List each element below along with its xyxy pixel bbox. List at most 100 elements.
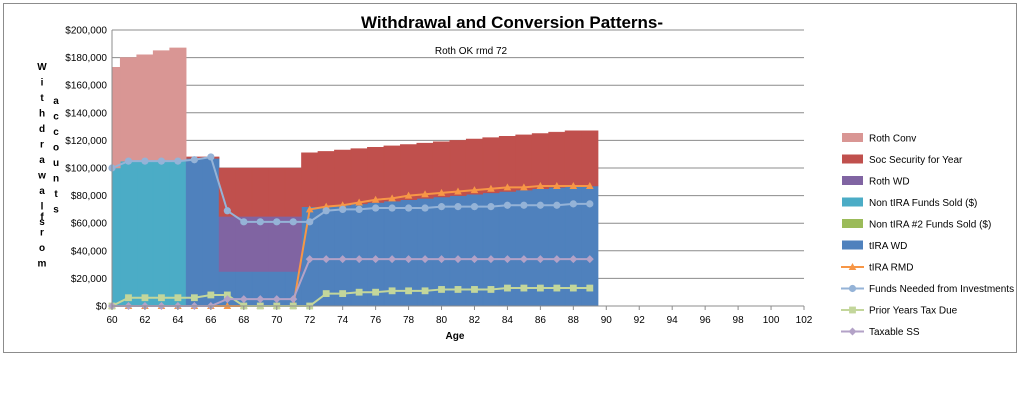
x-tick-label: 64 — [172, 315, 184, 326]
y-axis-label-letter: s — [53, 205, 59, 216]
point-prior-years-tax-due — [405, 287, 412, 295]
point-funds-needed-from-investments — [157, 157, 166, 165]
y-tick-label: $200,000 — [65, 26, 107, 37]
legend-swatch — [842, 133, 863, 142]
x-tick-labels: 60 62 64 66 68 70 72 74 76 78 80 82 84 86 88 90 92 94 96 98… — [106, 306, 813, 326]
x-tick-label: 98 — [733, 315, 745, 326]
point-prior-years-tax-due — [388, 287, 396, 295]
point-prior-years-tax-due — [520, 284, 528, 292]
y-axis-label-letter: m — [38, 259, 47, 270]
point-funds-needed-from-investments — [289, 218, 297, 226]
point-funds-needed-from-investments — [404, 204, 413, 212]
legend-entry: Funds Needed from Investments — [869, 284, 1014, 295]
x-tick-label: 68 — [238, 315, 250, 326]
y-tick-labels: $0 $20,000 $40,000 $60,000 $80,000 $100,000 $1… — [65, 26, 107, 313]
y-axis-label-letter: a — [39, 155, 45, 166]
x-tick-label: 102 — [796, 315, 813, 326]
point-prior-years-tax-due — [190, 294, 198, 302]
y-axis-label-letter: o — [53, 143, 59, 154]
point-tira-rmd — [487, 184, 495, 192]
legend-swatch — [842, 219, 863, 228]
y-axis-label-letter: i — [41, 78, 44, 89]
point-tira-rmd — [569, 181, 578, 189]
point-prior-years-tax-due — [174, 294, 182, 302]
x-tick-label: 70 — [271, 315, 283, 326]
legend-entry: tIRA WD — [869, 241, 907, 252]
point-prior-years-tax-due — [141, 294, 149, 302]
y-axis-label-letter: W — [37, 62, 47, 73]
legend-entry: Non tIRA #2 Funds Sold ($) — [869, 220, 991, 231]
y-axis-label-letter: s — [39, 217, 45, 228]
y-axis-label-letter: d — [39, 124, 45, 135]
legend-entry: Roth Conv — [869, 134, 916, 145]
y-axis-label-letter: o — [39, 243, 45, 254]
point-taxable-ss — [289, 295, 298, 304]
area-non-tira-funds-sold- — [111, 160, 187, 307]
y-axis-label-letter: w — [37, 171, 46, 182]
point-tira-rmd — [454, 187, 462, 195]
x-tick-label: 86 — [535, 315, 547, 326]
point-funds-needed-from-investments — [306, 218, 314, 226]
legend-entry: Roth WD — [869, 177, 910, 188]
legend-entry: Prior Years Tax Due — [869, 306, 958, 317]
point-funds-needed-from-investments — [240, 218, 248, 226]
y-tick-label: $120,000 — [65, 136, 107, 147]
point-funds-needed-from-investments — [339, 205, 347, 213]
point-tira-rmd — [536, 181, 545, 189]
legend-swatch — [842, 240, 863, 250]
point-tira-rmd — [520, 183, 528, 191]
x-tick-label: 66 — [205, 315, 217, 326]
x-tick-label: 96 — [700, 315, 712, 326]
y-tick-label: $140,000 — [65, 108, 107, 119]
legend-swatch — [842, 197, 863, 207]
point-funds-needed-from-investments — [256, 218, 264, 226]
point-funds-needed-from-investments — [388, 204, 396, 212]
chart-subtitle: Roth OK rmd 72 — [435, 46, 508, 57]
point-prior-years-tax-due — [487, 286, 495, 293]
point-prior-years-tax-due — [339, 290, 347, 297]
y-axis-label-letter: t — [54, 189, 58, 200]
x-axis-label: Age — [446, 331, 465, 342]
point-taxable-ss — [256, 295, 265, 304]
point-prior-years-tax-due — [125, 294, 132, 302]
legend-marker — [848, 263, 857, 270]
point-tira-rmd — [553, 181, 561, 189]
point-taxable-ss — [239, 295, 248, 304]
point-prior-years-tax-due — [223, 291, 231, 299]
y-axis-label-letter: r — [40, 228, 44, 239]
point-funds-needed-from-investments — [174, 157, 182, 165]
point-tira-rmd — [371, 195, 380, 203]
point-taxable-ss — [223, 295, 232, 304]
y-tick-label: $0 — [96, 302, 108, 313]
point-funds-needed-from-investments — [372, 204, 380, 212]
legend-marker — [848, 284, 857, 293]
chart-title: Withdrawal and Conversion Patterns- — [361, 13, 663, 32]
legend-entry: Non tIRA Funds Sold ($) — [869, 198, 977, 209]
point-funds-needed-from-investments — [207, 153, 215, 161]
point-prior-years-tax-due — [158, 294, 165, 302]
legend-entry: tIRA RMD — [869, 263, 913, 274]
point-funds-needed-from-investments — [355, 205, 363, 213]
y-tick-label: $20,000 — [71, 274, 108, 285]
y-axis-label-letter: t — [40, 93, 44, 104]
y-axis-label-letter: l — [41, 202, 44, 213]
point-funds-needed-from-investments — [586, 200, 594, 208]
y-tick-label: $160,000 — [65, 81, 107, 92]
point-tira-rmd — [470, 186, 479, 194]
point-funds-needed-from-investments — [322, 207, 330, 215]
y-tick-label: $60,000 — [71, 219, 108, 230]
point-funds-needed-from-investments — [520, 201, 528, 209]
x-tick-label: 72 — [304, 315, 316, 326]
point-prior-years-tax-due — [421, 287, 429, 295]
y-axis-label-letter: a — [53, 96, 59, 107]
chart-svg: Withdrawal and Conversion Patterns- Roth… — [37, 13, 1014, 342]
point-prior-years-tax-due — [586, 284, 594, 292]
x-tick-label: 90 — [601, 315, 613, 326]
point-funds-needed-from-investments — [569, 200, 577, 208]
point-funds-needed-from-investments — [487, 203, 495, 211]
point-tira-rmd — [355, 198, 363, 206]
point-prior-years-tax-due — [322, 290, 330, 297]
x-tick-label: 88 — [568, 315, 580, 326]
x-tick-label: 76 — [370, 315, 382, 326]
